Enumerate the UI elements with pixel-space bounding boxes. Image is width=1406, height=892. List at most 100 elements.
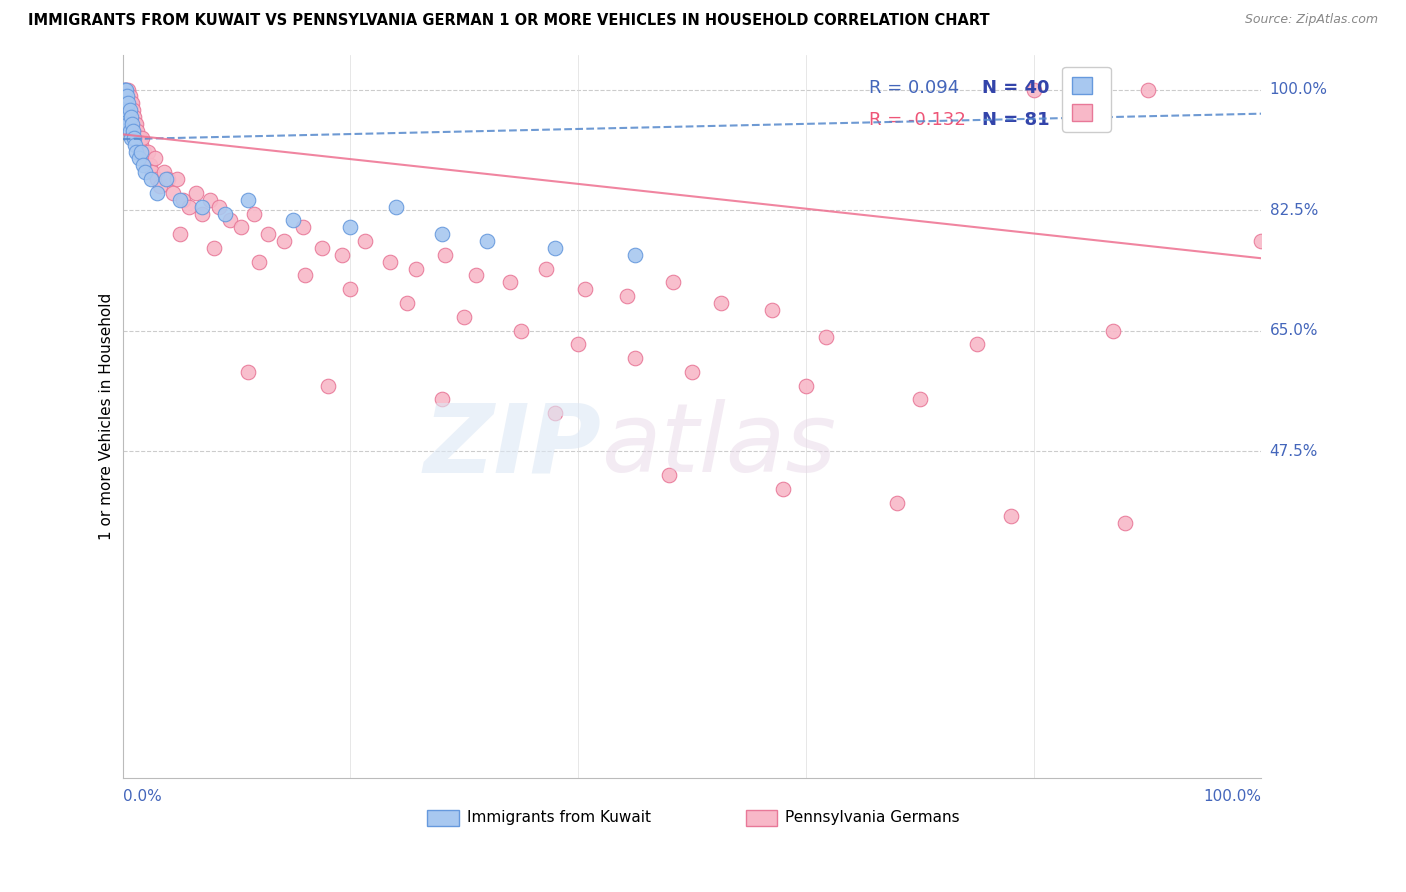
Point xyxy=(536,261,558,276)
Point xyxy=(117,82,139,96)
Point xyxy=(339,282,361,296)
Point xyxy=(146,186,169,200)
Point xyxy=(247,254,270,268)
Point xyxy=(772,482,794,496)
Point xyxy=(149,178,172,193)
Text: N = 81: N = 81 xyxy=(983,112,1050,129)
Point xyxy=(117,89,139,103)
Point xyxy=(117,96,139,111)
Text: R = 0.094: R = 0.094 xyxy=(869,78,959,96)
Bar xyxy=(427,810,458,826)
Point xyxy=(380,254,402,268)
Text: IMMIGRANTS FROM KUWAIT VS PENNSYLVANIA GERMAN 1 OR MORE VEHICLES IN HOUSEHOLD CO: IMMIGRANTS FROM KUWAIT VS PENNSYLVANIA G… xyxy=(28,13,990,29)
Point xyxy=(141,172,163,186)
Point xyxy=(115,96,138,111)
Point xyxy=(430,227,453,242)
Point xyxy=(794,378,817,392)
Point xyxy=(229,220,252,235)
Point xyxy=(128,152,150,166)
Point xyxy=(172,193,194,207)
Point xyxy=(385,200,408,214)
Point xyxy=(499,276,522,290)
Point xyxy=(129,137,152,152)
Point xyxy=(257,227,280,242)
Point xyxy=(146,172,169,186)
Point xyxy=(125,145,148,159)
Text: 82.5%: 82.5% xyxy=(1270,202,1317,218)
Point xyxy=(117,117,139,131)
Point xyxy=(430,392,453,407)
Point xyxy=(208,200,231,214)
Point xyxy=(112,89,135,103)
Point xyxy=(122,103,145,118)
Point xyxy=(966,337,988,351)
Point xyxy=(464,268,486,283)
Point xyxy=(544,406,567,420)
Point xyxy=(134,152,156,166)
Text: atlas: atlas xyxy=(600,399,837,492)
Point xyxy=(236,365,259,379)
Point xyxy=(510,324,533,338)
Point xyxy=(453,310,475,324)
Text: ZIP: ZIP xyxy=(423,399,600,492)
Point xyxy=(886,496,908,510)
Point xyxy=(218,213,240,227)
Y-axis label: 1 or more Vehicles in Household: 1 or more Vehicles in Household xyxy=(100,293,114,541)
Point xyxy=(152,165,174,179)
Point xyxy=(122,110,145,124)
Point xyxy=(202,241,225,255)
Point xyxy=(112,82,135,96)
Point xyxy=(120,110,142,124)
Point xyxy=(658,468,681,483)
Text: R = -0.132: R = -0.132 xyxy=(869,112,966,129)
Point xyxy=(1250,234,1272,248)
Point xyxy=(184,186,207,200)
Point xyxy=(132,158,155,172)
Point xyxy=(166,172,188,186)
Point xyxy=(624,248,647,262)
Text: 65.0%: 65.0% xyxy=(1270,323,1319,338)
Point xyxy=(134,145,156,159)
Point xyxy=(761,302,783,317)
Point xyxy=(122,124,145,138)
Point xyxy=(200,193,222,207)
Point xyxy=(405,261,427,276)
Point xyxy=(162,186,184,200)
Text: Immigrants from Kuwait: Immigrants from Kuwait xyxy=(467,811,651,825)
Point xyxy=(475,234,498,248)
Point xyxy=(155,172,177,186)
Point xyxy=(567,337,589,351)
Point xyxy=(311,241,333,255)
Point xyxy=(815,330,838,344)
Point xyxy=(242,206,264,220)
Point xyxy=(115,82,138,96)
Point xyxy=(214,206,236,220)
Point xyxy=(122,130,145,145)
Point xyxy=(291,220,314,235)
Point xyxy=(143,152,166,166)
Point xyxy=(117,89,139,103)
Point xyxy=(114,103,136,118)
Point xyxy=(169,227,191,242)
Point xyxy=(124,117,146,131)
Point xyxy=(316,378,339,392)
Point xyxy=(118,103,141,118)
Point xyxy=(294,268,316,283)
Point xyxy=(136,145,159,159)
Point xyxy=(681,365,703,379)
Point xyxy=(114,82,136,96)
Point xyxy=(616,289,638,303)
Point xyxy=(114,82,136,96)
Point xyxy=(118,124,141,138)
Point xyxy=(121,117,143,131)
Point xyxy=(1136,82,1159,96)
Bar xyxy=(745,810,778,826)
Point xyxy=(544,241,567,255)
Point xyxy=(124,137,146,152)
Point xyxy=(1102,324,1125,338)
Point xyxy=(283,213,305,227)
Point xyxy=(112,96,135,111)
Point xyxy=(1022,82,1045,96)
Point xyxy=(396,296,419,310)
Point xyxy=(624,351,647,365)
